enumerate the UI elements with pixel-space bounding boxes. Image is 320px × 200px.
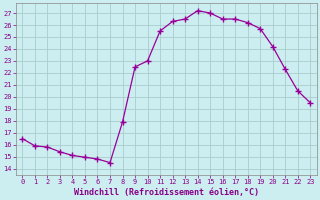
X-axis label: Windchill (Refroidissement éolien,°C): Windchill (Refroidissement éolien,°C)	[74, 188, 259, 197]
